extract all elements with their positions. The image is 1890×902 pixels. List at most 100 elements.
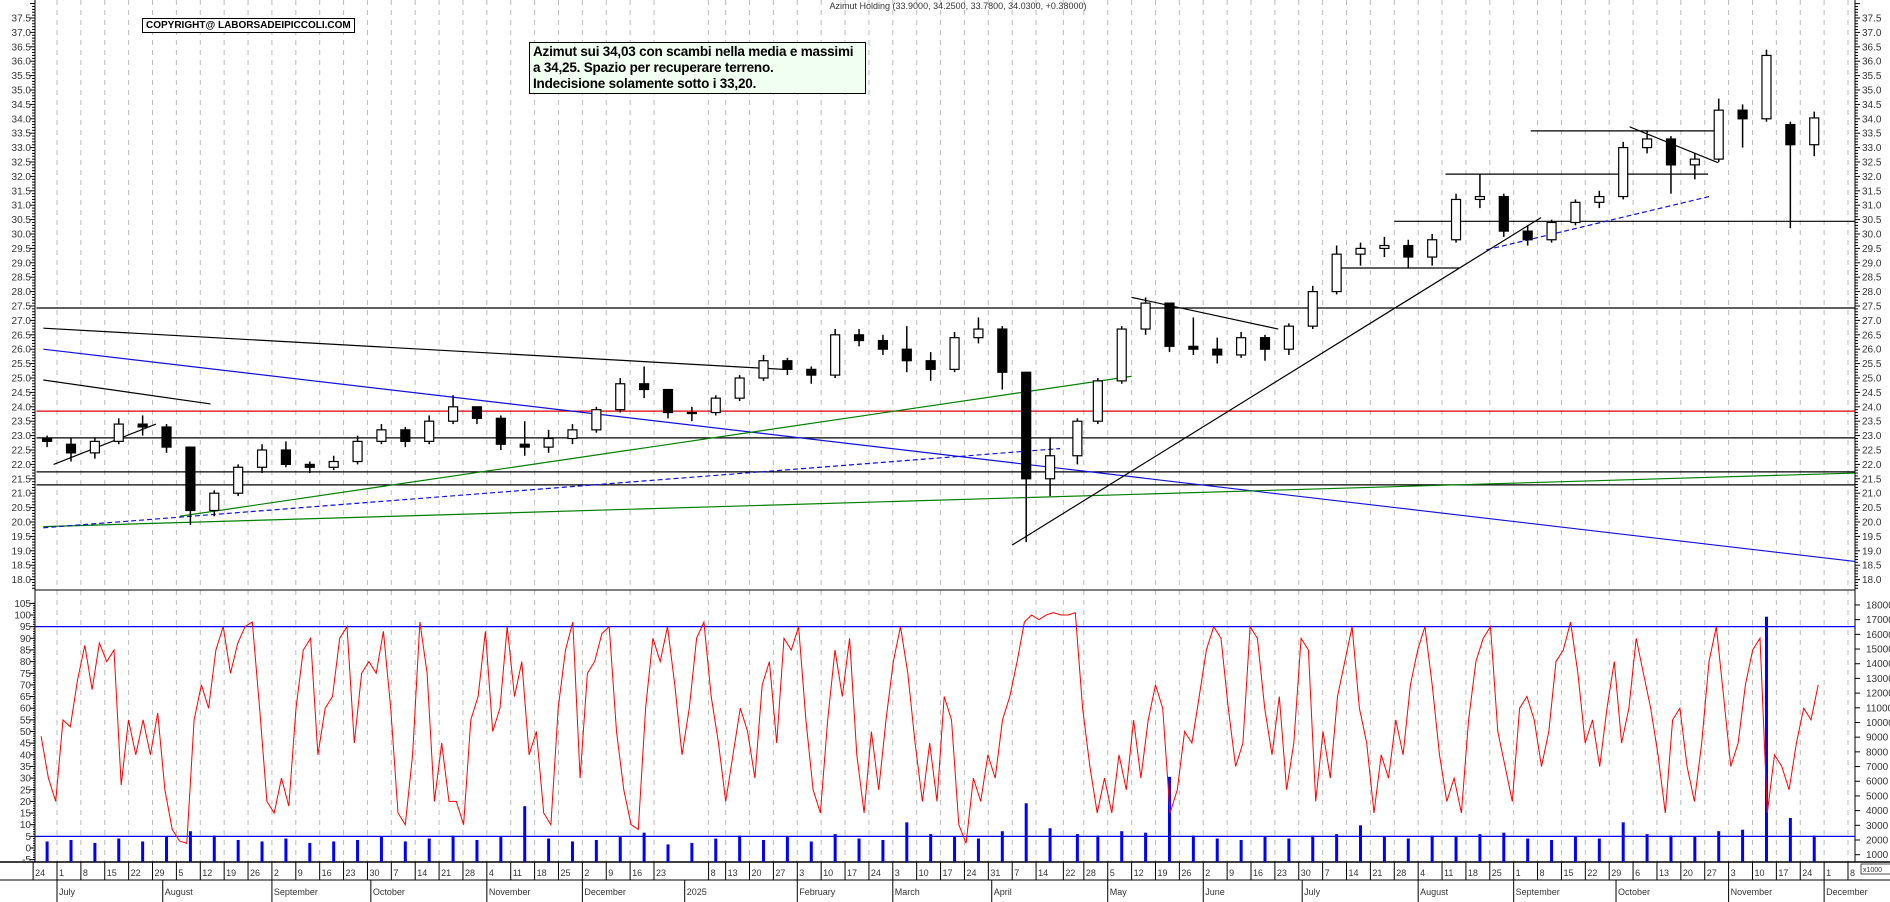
volume-bar <box>332 841 336 862</box>
date-tick-label: 23 <box>346 868 356 878</box>
trendline <box>43 327 784 370</box>
date-tick-label: 16 <box>1253 868 1263 878</box>
trendline <box>43 447 1061 529</box>
price-label-right: 35.0 <box>1862 86 1882 97</box>
date-tick-label: 18 <box>537 868 547 878</box>
date-tick-label: 27 <box>1707 868 1717 878</box>
chart-title: Azimut Holding (33.9000, 34.2500, 33.780… <box>830 1 1087 11</box>
price-label-right: 18.5 <box>1862 561 1882 572</box>
month-label: October <box>373 887 405 897</box>
date-tick-label: 31 <box>990 868 1000 878</box>
month-label: July <box>59 887 76 897</box>
volume-label: 18000 <box>1866 600 1890 611</box>
candle-body <box>1665 138 1677 166</box>
candle-body <box>925 360 936 370</box>
candle-body <box>1283 325 1294 350</box>
date-tick-label: 11 <box>513 868 522 878</box>
candle-body <box>830 334 841 376</box>
volume-bar <box>1406 838 1410 862</box>
volume-bar <box>117 838 121 862</box>
date-tick-label: 29 <box>155 868 165 878</box>
price-label-right: 21.5 <box>1862 474 1882 485</box>
volume-label: 14000 <box>1866 659 1890 670</box>
volume-bar <box>1478 834 1482 862</box>
volume-bar <box>1263 837 1267 862</box>
price-label-left: 24.5 <box>12 388 32 399</box>
price-label-right: 29.0 <box>1862 258 1882 269</box>
price-label-left: 36.0 <box>12 57 32 68</box>
analysis-note: Azimut sui 34,03 con scambi nella media … <box>529 42 866 94</box>
date-tick-label: 5 <box>1110 868 1115 878</box>
volume-bar <box>547 838 551 862</box>
oscillator-label: 5 <box>25 832 31 843</box>
date-tick-label: 17 <box>847 868 857 878</box>
candle-body <box>233 466 244 494</box>
date-tick-label: 28 <box>1396 868 1406 878</box>
volume-label: 4000 <box>1866 806 1889 817</box>
trendline <box>1011 217 1542 546</box>
candle-body <box>424 420 435 442</box>
date-tick-label: 24 <box>966 868 976 878</box>
price-label-right: 20.0 <box>1862 518 1882 529</box>
date-tick-label: 10 <box>823 868 833 878</box>
volume-unit-box <box>1860 863 1890 875</box>
candle-body <box>1570 201 1581 224</box>
volume-label: 15000 <box>1866 645 1890 656</box>
candle-body <box>495 417 506 445</box>
volume-bar <box>1717 831 1721 862</box>
candle-body <box>782 360 793 370</box>
volume-bar <box>188 831 192 862</box>
price-label-right: 28.0 <box>1862 287 1882 298</box>
volume-bar <box>1693 837 1697 862</box>
price-label-right: 27.0 <box>1862 316 1882 327</box>
date-tick-label: 2 <box>1205 868 1210 878</box>
volume-label: 13000 <box>1866 674 1890 685</box>
volume-bar <box>785 837 789 862</box>
candle-body <box>447 406 459 422</box>
date-tick-label: 14 <box>1038 868 1048 878</box>
price-label-right: 30.5 <box>1862 215 1882 226</box>
volume-bar <box>1191 835 1195 862</box>
candle-body <box>1737 109 1748 120</box>
date-tick-label: 10 <box>919 868 929 878</box>
volume-bar <box>499 837 503 862</box>
volume-bar <box>1024 803 1028 862</box>
volume-bar <box>236 840 240 862</box>
oscillator-label: 70 <box>20 680 32 691</box>
volume-bar <box>881 840 885 862</box>
volume-bar <box>1335 834 1339 862</box>
date-tick-label: 17 <box>943 868 953 878</box>
candle-body <box>1021 371 1032 480</box>
date-tick-label: 16 <box>322 868 332 878</box>
candle-body <box>806 368 817 376</box>
date-tick-label: 15 <box>107 868 117 878</box>
price-label-left: 26.5 <box>12 330 32 341</box>
oscillator-label: 95 <box>20 622 32 633</box>
date-tick-label: 29 <box>1611 868 1621 878</box>
oscillator-label: 75 <box>20 669 32 680</box>
price-label-left: 21.0 <box>12 489 32 500</box>
date-tick-label: 7 <box>1325 868 1330 878</box>
price-label-right: 33.5 <box>1862 129 1882 140</box>
copyright-label: COPYRIGHT@ LABORSADEIPICCOLI.COM <box>142 18 355 33</box>
price-label-left: 22.5 <box>12 446 32 457</box>
price-label-right: 23.0 <box>1862 431 1882 442</box>
volume-bar <box>809 841 813 862</box>
date-tick-label: 9 <box>298 868 303 878</box>
candle-body <box>304 463 315 468</box>
candle-body <box>1618 147 1629 198</box>
price-label-right: 20.5 <box>1862 503 1882 514</box>
volume-bar <box>738 835 742 862</box>
candle-body <box>209 492 220 512</box>
trendline <box>179 375 1132 517</box>
date-tick-label: 8 <box>83 868 88 878</box>
price-label-left: 29.0 <box>12 258 32 269</box>
volume-bar <box>1454 837 1458 862</box>
date-tick-label: 16 <box>632 868 642 878</box>
price-panel <box>36 49 1855 563</box>
volume-bar <box>308 842 312 862</box>
candle-body <box>328 460 339 468</box>
volume-bar <box>45 841 49 862</box>
oscillator-label: 35 <box>20 762 32 773</box>
price-label-right: 25.5 <box>1862 359 1882 370</box>
